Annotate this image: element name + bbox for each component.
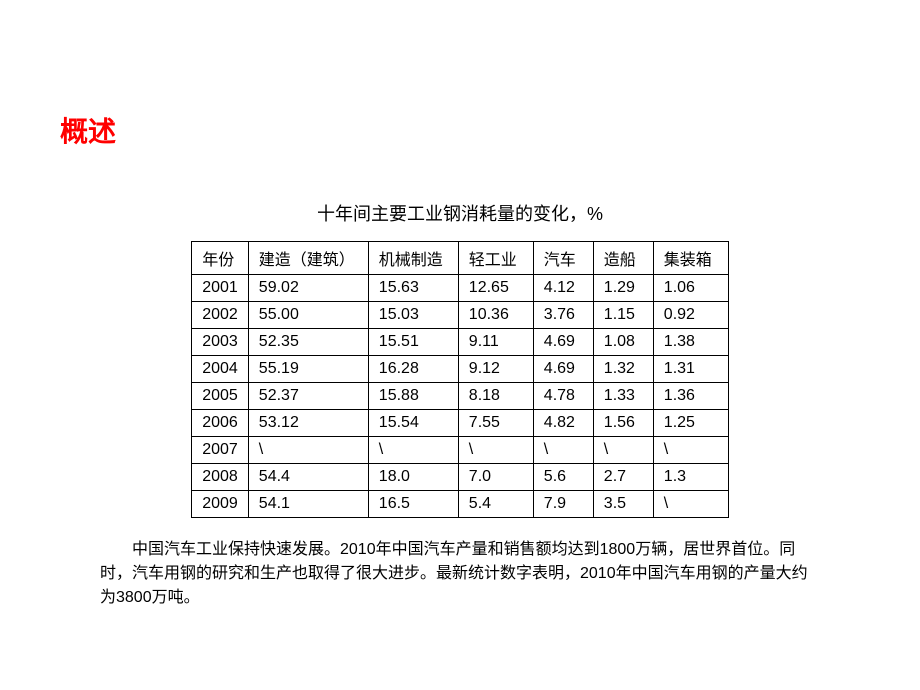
col-header-year: 年份: [192, 242, 249, 275]
table-cell: 7.9: [533, 491, 593, 518]
col-header-shipbuilding: 造船: [593, 242, 653, 275]
table-cell: 59.02: [248, 275, 368, 302]
col-header-machinery: 机械制造: [368, 242, 458, 275]
table-cell: 4.82: [533, 410, 593, 437]
table-cell: 1.25: [653, 410, 728, 437]
table-cell: 1.38: [653, 329, 728, 356]
table-cell: 1.08: [593, 329, 653, 356]
table-cell: 1.3: [653, 464, 728, 491]
table-cell: 54.1: [248, 491, 368, 518]
table-cell: 53.12: [248, 410, 368, 437]
table-cell: 7.55: [458, 410, 533, 437]
page-heading: 概述: [60, 110, 860, 150]
table-cell: 2008: [192, 464, 249, 491]
table-cell: 8.18: [458, 383, 533, 410]
steel-consumption-table: 年份 建造（建筑） 机械制造 轻工业 汽车 造船 集装箱 200159.0215…: [191, 241, 729, 518]
table-cell: 1.32: [593, 356, 653, 383]
table-cell: \: [593, 437, 653, 464]
table-cell: 1.29: [593, 275, 653, 302]
table-cell: 1.06: [653, 275, 728, 302]
table-cell: 1.56: [593, 410, 653, 437]
col-header-light-industry: 轻工业: [458, 242, 533, 275]
body-paragraph: 中国汽车工业保持快速发展。2010年中国汽车产量和销售额均达到1800万辆，居世…: [100, 538, 820, 610]
table-cell: 1.31: [653, 356, 728, 383]
table-row: 200255.0015.0310.363.761.150.92: [192, 302, 729, 329]
col-header-container: 集装箱: [653, 242, 728, 275]
table-row: 200954.116.55.47.93.5\: [192, 491, 729, 518]
table-cell: 4.78: [533, 383, 593, 410]
table-row: 2007\\\\\\: [192, 437, 729, 464]
table-cell: 3.5: [593, 491, 653, 518]
table-cell: \: [653, 437, 728, 464]
table-cell: 7.0: [458, 464, 533, 491]
table-cell: 9.12: [458, 356, 533, 383]
table-cell: 54.4: [248, 464, 368, 491]
table-cell: \: [653, 491, 728, 518]
table-cell: 2005: [192, 383, 249, 410]
table-cell: 15.63: [368, 275, 458, 302]
table-cell: 2002: [192, 302, 249, 329]
table-row: 200653.1215.547.554.821.561.25: [192, 410, 729, 437]
table-cell: 55.19: [248, 356, 368, 383]
table-row: 200455.1916.289.124.691.321.31: [192, 356, 729, 383]
table-container: 年份 建造（建筑） 机械制造 轻工业 汽车 造船 集装箱 200159.0215…: [60, 241, 860, 518]
table-row: 200159.0215.6312.654.121.291.06: [192, 275, 729, 302]
table-cell: 4.12: [533, 275, 593, 302]
table-cell: 0.92: [653, 302, 728, 329]
table-cell: 18.0: [368, 464, 458, 491]
table-cell: \: [458, 437, 533, 464]
table-cell: \: [533, 437, 593, 464]
table-cell: 9.11: [458, 329, 533, 356]
table-cell: 5.6: [533, 464, 593, 491]
table-cell: 2009: [192, 491, 249, 518]
table-cell: 2006: [192, 410, 249, 437]
table-cell: 4.69: [533, 356, 593, 383]
table-cell: 52.37: [248, 383, 368, 410]
table-cell: 15.88: [368, 383, 458, 410]
table-row: 200352.3515.519.114.691.081.38: [192, 329, 729, 356]
table-cell: 55.00: [248, 302, 368, 329]
table-cell: 5.4: [458, 491, 533, 518]
table-cell: 2.7: [593, 464, 653, 491]
table-title: 十年间主要工业钢消耗量的变化，%: [60, 200, 860, 226]
table-cell: 16.5: [368, 491, 458, 518]
table-cell: 10.36: [458, 302, 533, 329]
table-cell: 2003: [192, 329, 249, 356]
table-cell: 12.65: [458, 275, 533, 302]
col-header-construction: 建造（建筑）: [248, 242, 368, 275]
table-cell: 16.28: [368, 356, 458, 383]
table-cell: 2007: [192, 437, 249, 464]
table-cell: 1.15: [593, 302, 653, 329]
table-cell: 15.03: [368, 302, 458, 329]
table-cell: 3.76: [533, 302, 593, 329]
table-cell: 15.54: [368, 410, 458, 437]
table-body: 200159.0215.6312.654.121.291.06200255.00…: [192, 275, 729, 518]
table-cell: 4.69: [533, 329, 593, 356]
table-cell: 1.36: [653, 383, 728, 410]
table-header-row: 年份 建造（建筑） 机械制造 轻工业 汽车 造船 集装箱: [192, 242, 729, 275]
table-cell: 1.33: [593, 383, 653, 410]
table-cell: \: [368, 437, 458, 464]
table-cell: \: [248, 437, 368, 464]
table-row: 200552.3715.888.184.781.331.36: [192, 383, 729, 410]
table-cell: 2001: [192, 275, 249, 302]
col-header-auto: 汽车: [533, 242, 593, 275]
table-cell: 52.35: [248, 329, 368, 356]
table-cell: 15.51: [368, 329, 458, 356]
table-cell: 2004: [192, 356, 249, 383]
table-row: 200854.418.07.05.62.71.3: [192, 464, 729, 491]
